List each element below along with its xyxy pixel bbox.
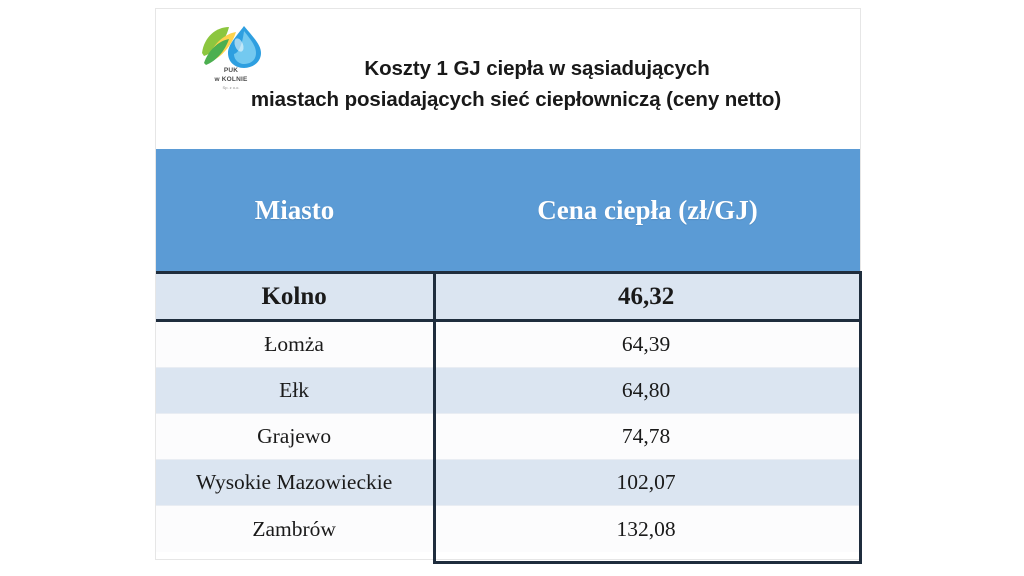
cell-price: 74,78 [621,424,671,448]
table-row[interactable]: Wysokie Mazowieckie 102,07 [156,460,860,506]
cell-city: Kolno [261,282,327,310]
table-row[interactable]: Ełk 64,80 [156,368,860,414]
title-line-1: Koszty 1 GJ ciepła w sąsiadujących [364,57,710,80]
column-header-city: Miasto [254,194,335,225]
table-row[interactable]: Kolno 46,32 [156,274,860,322]
cell-price: 102,07 [616,470,676,494]
cell-city: Wysokie Mazowieckie [195,470,393,494]
table-row[interactable]: Łomża 64,39 [156,322,860,368]
logo-name: PUK [223,67,239,74]
table-row[interactable]: Zambrów 132,08 [156,506,860,552]
table-body: Kolno 46,32 Łomża 64,39 Ełk 64,80 Grajew… [156,274,860,552]
logo-location: w KOLNIE [214,75,248,83]
leaf-waterdrop-logo-icon [198,23,264,85]
cell-price: 132,08 [616,516,676,541]
title-block: PUK w KOLNIE Sp. z o.o. Koszty 1 GJ ciep… [156,9,860,149]
cell-city: Zambrów [252,516,336,541]
cell-price: 64,80 [621,378,671,402]
cell-price: 46,32 [617,282,675,310]
cell-city: Łomża [264,332,324,356]
cell-price: 64,39 [621,332,671,356]
title-line-2: miastach posiadających sieć ciepłowniczą… [250,88,782,112]
cell-city: Grajewo [257,424,332,448]
table-header-row: Miasto Cena ciepła (zł/GJ) [156,149,860,274]
cell-city: Ełk [279,378,310,402]
column-header-price: Cena ciepła (zł/GJ) [537,194,758,225]
logo-tagline: Sp. z o.o. [222,84,240,90]
slide-card: PUK w KOLNIE Sp. z o.o. Koszty 1 GJ ciep… [155,8,862,564]
logo-wordmark: PUK w KOLNIE Sp. z o.o. [198,67,264,90]
page-title: Koszty 1 GJ ciepła w sąsiadujących miast… [186,53,846,115]
table-row[interactable]: Grajewo 74,78 [156,414,860,460]
